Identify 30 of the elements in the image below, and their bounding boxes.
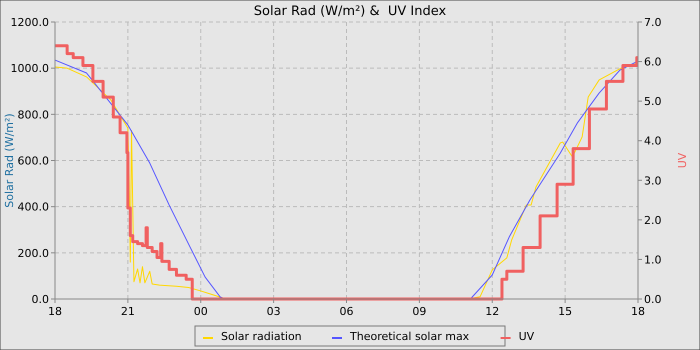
legend-label: Solar radiation xyxy=(221,330,302,343)
chart-title: Solar Rad (W/m²) & UV Index xyxy=(254,4,447,19)
y-tick-label: 400.0 xyxy=(18,200,49,214)
x-tick-label: 21 xyxy=(120,305,135,318)
x-tick-label: 09 xyxy=(412,305,426,318)
x-tick-label: 18 xyxy=(48,305,62,318)
y-tick-label: 1200.0 xyxy=(10,16,49,29)
x-tick-label: 03 xyxy=(266,305,281,318)
y2-tick-label: 6.0 xyxy=(644,56,662,69)
x-tick-label: 15 xyxy=(558,305,572,318)
y-tick-label: 800.0 xyxy=(18,108,49,122)
y2-tick-label: 7.0 xyxy=(644,16,662,29)
legend-label: Theoretical solar max xyxy=(349,330,470,343)
y2-tick-label: 3.0 xyxy=(644,174,662,188)
y2-axis-title: UV xyxy=(676,152,689,168)
y-tick-label: 0.0 xyxy=(32,293,49,306)
y2-tick-label: 5.0 xyxy=(644,95,662,108)
x-tick-label: 12 xyxy=(485,305,500,318)
x-tick-label: 06 xyxy=(340,305,354,318)
x-tick-label: 00 xyxy=(194,305,208,318)
y-axis-title: Solar Rad (W/m²) xyxy=(3,113,16,208)
y2-tick-label: 2.0 xyxy=(644,214,662,227)
y-tick-label: 200.0 xyxy=(18,246,49,260)
y2-tick-label: 1.0 xyxy=(644,253,662,266)
x-tick-label: 18 xyxy=(631,305,645,318)
y2-tick-label: 4.0 xyxy=(644,134,662,148)
y-tick-label: 600.0 xyxy=(18,154,49,168)
legend-label: UV xyxy=(518,330,535,343)
y2-tick-label: 0.0 xyxy=(644,293,662,306)
y-tick-label: 1000.0 xyxy=(10,62,49,76)
